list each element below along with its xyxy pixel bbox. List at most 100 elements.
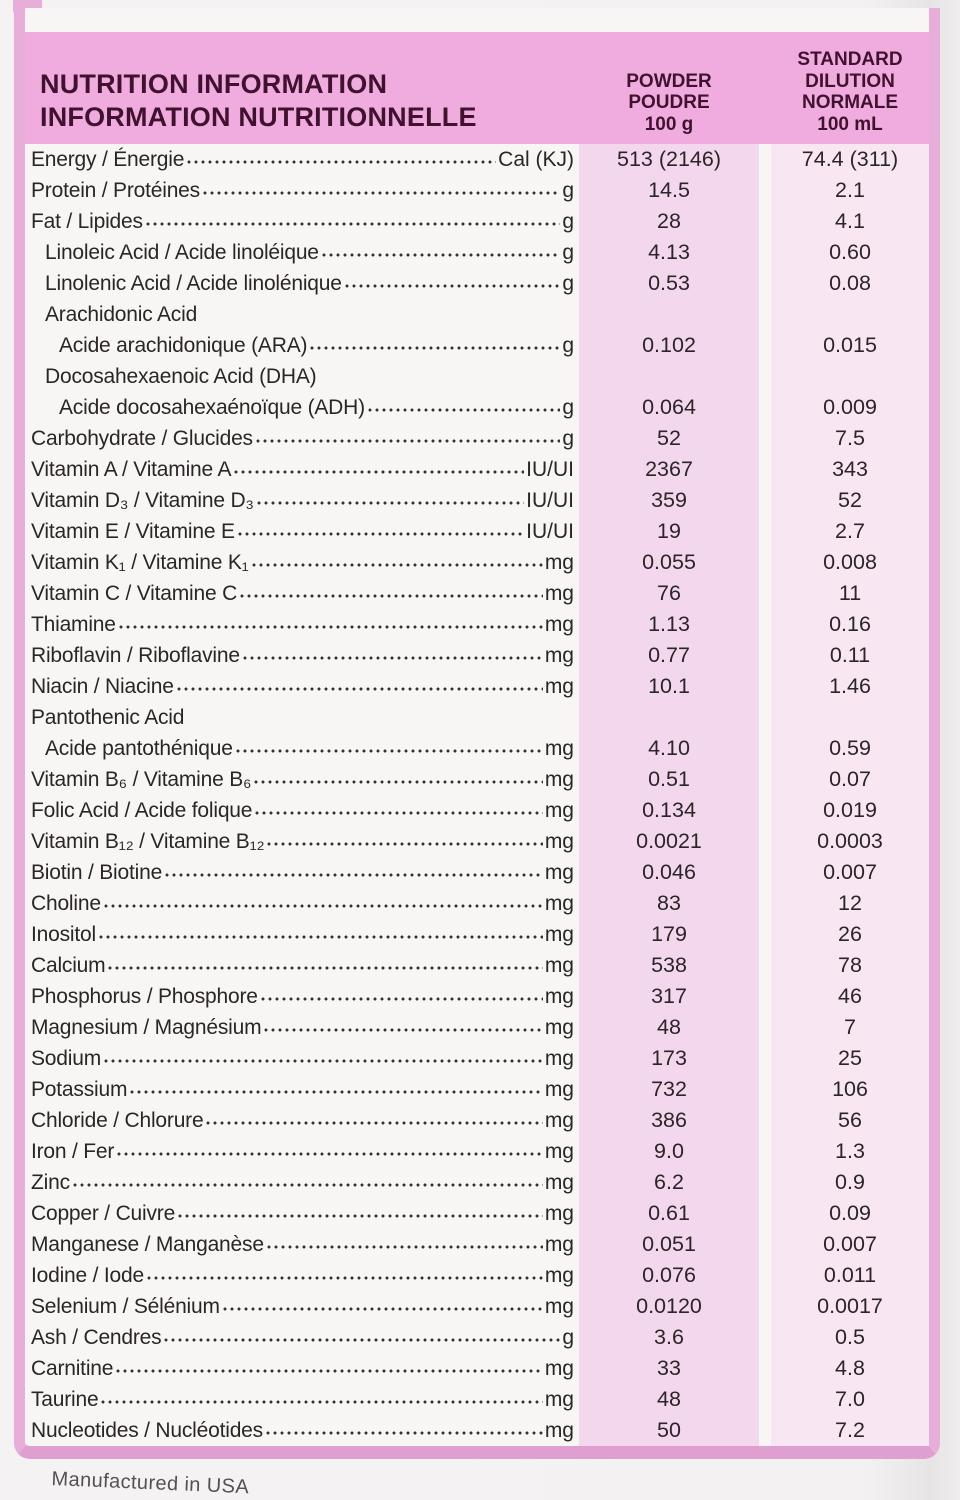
nutrient-unit: g bbox=[562, 240, 574, 264]
powder-value: 50 bbox=[579, 1415, 759, 1446]
dotted-leader bbox=[264, 1027, 543, 1032]
powder-value: 48 bbox=[579, 1384, 759, 1415]
standard-dilution-value: 0.007 bbox=[771, 1229, 929, 1260]
nutrient-unit: mg bbox=[544, 1232, 574, 1256]
dotted-leader bbox=[98, 934, 543, 939]
powder-value: 52 bbox=[579, 423, 759, 454]
table-row: Iron / Fer mg 9.0 1.3 bbox=[25, 1136, 929, 1167]
nutrient-name-region: Energy / Énergie Cal (KJ) bbox=[25, 148, 579, 172]
powder-value: 48 bbox=[579, 1012, 759, 1043]
dotted-leader bbox=[117, 1151, 543, 1156]
nutrient-name-region: Arachidonic Acid bbox=[25, 303, 579, 327]
nutrient-name-region: Riboflavin / Riboflavine mg bbox=[25, 644, 579, 668]
nutrient-label: Linolenic Acid / Acide linolénique bbox=[45, 271, 342, 295]
standard-dilution-value: 26 bbox=[771, 919, 929, 950]
dotted-leader bbox=[222, 1306, 543, 1311]
table-header: NUTRITION INFORMATION INFORMATION NUTRIT… bbox=[25, 32, 929, 144]
standard-dilution-value: 46 bbox=[771, 981, 929, 1012]
nutrient-name-region: Vitamin K₁ / Vitamine K₁ mg bbox=[25, 551, 579, 575]
powder-value: 14.5 bbox=[579, 175, 759, 206]
nutrient-label: Thiamine bbox=[31, 612, 116, 636]
powder-value: 4.13 bbox=[579, 237, 759, 268]
dotted-leader bbox=[255, 438, 561, 443]
nutrient-label: Riboflavin / Riboflavine bbox=[31, 643, 240, 667]
nutrient-label: Nucleotides / Nucléotides bbox=[31, 1418, 263, 1442]
nutrient-unit: mg bbox=[544, 1418, 574, 1442]
standard-dilution-value: 78 bbox=[771, 950, 929, 981]
dotted-leader bbox=[118, 624, 543, 629]
standard-dilution-value: 0.007 bbox=[771, 857, 929, 888]
table-row: Taurine mg 48 7.0 bbox=[25, 1384, 929, 1415]
dotted-leader bbox=[266, 1244, 543, 1249]
powder-value: 538 bbox=[579, 950, 759, 981]
nutrient-name-region: Vitamin C / Vitamine C mg bbox=[25, 582, 579, 606]
nutrient-name-region: Protein / Protéines g bbox=[25, 179, 579, 203]
table-row: Vitamin E / Vitamine E IU/UI 19 2.7 bbox=[25, 516, 929, 547]
powder-value: 1.13 bbox=[579, 609, 759, 640]
table-row: Riboflavin / Riboflavine mg 0.77 0.11 bbox=[25, 640, 929, 671]
powder-value: 0.0021 bbox=[579, 826, 759, 857]
nutrient-unit: mg bbox=[544, 767, 574, 791]
label-top-gap bbox=[25, 8, 929, 32]
nutrient-unit: g bbox=[562, 271, 574, 295]
nutrient-unit: mg bbox=[544, 891, 574, 915]
table-row: Linoleic Acid / Acide linoléique g 4.13 0.6… bbox=[25, 237, 929, 268]
nutrient-name-region: Thiamine mg bbox=[25, 613, 579, 637]
dotted-leader bbox=[240, 593, 543, 598]
standard-dilution-value: 4.8 bbox=[771, 1353, 929, 1384]
nutrient-name-region: Carnitine mg bbox=[25, 1357, 579, 1381]
nutrient-name-region: Magnesium / Magnésium mg bbox=[25, 1016, 579, 1040]
nutrient-unit: IU/UI bbox=[526, 457, 574, 481]
table-row: Acide arachidonique (ARA) g 0.102 0.015 bbox=[25, 330, 929, 361]
standard-dilution-value: 0.008 bbox=[771, 547, 929, 578]
nutrient-label: Taurine bbox=[31, 1387, 99, 1411]
dotted-leader bbox=[130, 1089, 543, 1094]
standard-dilution-value: 2.7 bbox=[771, 516, 929, 547]
dotted-leader bbox=[202, 190, 561, 195]
nutrient-label: Vitamin K₁ / Vitamine K₁ bbox=[31, 550, 249, 574]
powder-value: 732 bbox=[579, 1074, 759, 1105]
dotted-leader bbox=[321, 252, 561, 257]
table-row: Vitamin A / Vitamine A IU/UI 2367 343 bbox=[25, 454, 929, 485]
nutrient-label: Vitamin A / Vitamine A bbox=[31, 457, 232, 481]
standard-dilution-value: 12 bbox=[771, 888, 929, 919]
standard-dilution-value: 7 bbox=[771, 1012, 929, 1043]
dotted-leader bbox=[237, 531, 525, 536]
powder-value: 0.064 bbox=[579, 392, 759, 423]
nutrient-unit: mg bbox=[544, 953, 574, 977]
dotted-leader bbox=[235, 748, 543, 753]
powder-value: 0.77 bbox=[579, 640, 759, 671]
dotted-leader bbox=[108, 965, 543, 970]
powder-value: 19 bbox=[579, 516, 759, 547]
dotted-leader bbox=[260, 996, 543, 1001]
nutrient-label: Phosphorus / Phosphore bbox=[31, 984, 258, 1008]
standard-dilution-value: 0.011 bbox=[771, 1260, 929, 1291]
nutrient-unit: mg bbox=[544, 1046, 574, 1070]
nutrient-label: Inositol bbox=[31, 922, 96, 946]
nutrient-name-region: Acide docosahexaénoïque (ADH) g bbox=[25, 396, 579, 420]
nutrient-name-region: Iodine / Iode mg bbox=[25, 1264, 579, 1288]
table-row: Pantothenic Acid bbox=[25, 702, 929, 733]
nutrient-unit: mg bbox=[544, 860, 574, 884]
column-header-powder: POWDER POUDRE 100 g bbox=[626, 70, 712, 135]
powder-value: 83 bbox=[579, 888, 759, 919]
nutrient-name-region: Taurine mg bbox=[25, 1388, 579, 1412]
standard-dilution-value: 52 bbox=[771, 485, 929, 516]
dotted-leader bbox=[116, 1368, 543, 1373]
standard-dilution-value: 0.009 bbox=[771, 392, 929, 423]
powder-value: 33 bbox=[579, 1353, 759, 1384]
nutrient-unit: g bbox=[562, 209, 574, 233]
table-row: Sodium mg 173 25 bbox=[25, 1043, 929, 1074]
table-row: Acide docosahexaénoïque (ADH) g 0.064 0.009 bbox=[25, 392, 929, 423]
standard-dilution-value: 7.0 bbox=[771, 1384, 929, 1415]
nutrient-label: Copper / Cuivre bbox=[31, 1201, 176, 1225]
nutrient-label: Acide arachidonique (ARA) bbox=[59, 333, 308, 357]
nutrient-name-region: Vitamin D₃ / Vitamine D₃ IU/UI bbox=[25, 489, 579, 513]
nutrient-label: Ash / Cendres bbox=[31, 1325, 162, 1349]
nutrient-unit: g bbox=[562, 178, 574, 202]
nutrient-unit: mg bbox=[544, 1015, 574, 1039]
nutrient-label: Vitamin B₆ / Vitamine B₆ bbox=[31, 767, 252, 791]
nutrient-unit: mg bbox=[544, 829, 574, 853]
